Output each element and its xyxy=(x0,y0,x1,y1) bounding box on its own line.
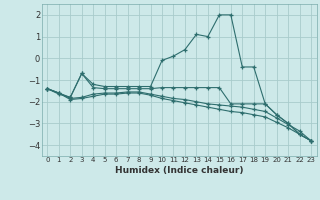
X-axis label: Humidex (Indice chaleur): Humidex (Indice chaleur) xyxy=(115,166,244,175)
